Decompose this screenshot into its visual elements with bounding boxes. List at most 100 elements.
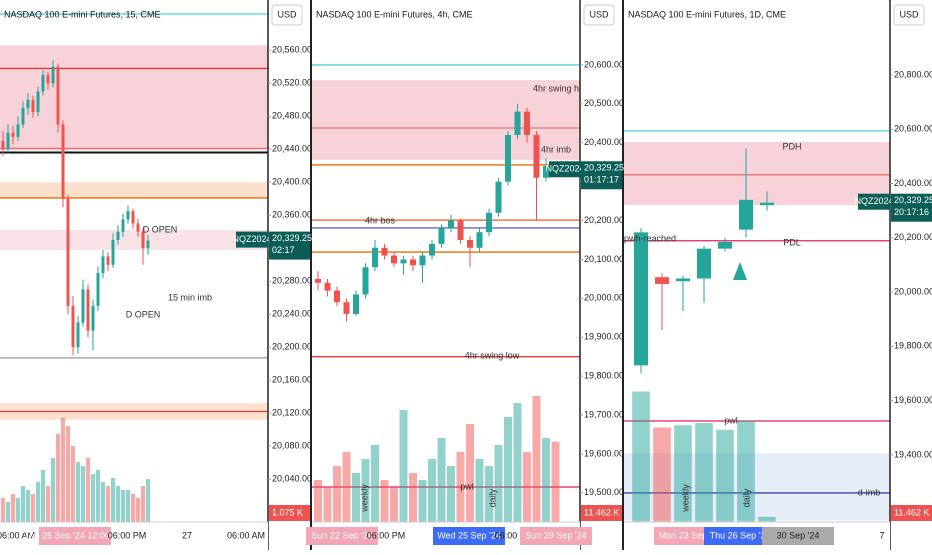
panel-title: NASDAQ 100 E-mini Futures, 15, CME (4, 9, 161, 19)
price-tag (269, 231, 310, 260)
candle-body (429, 243, 435, 256)
candle-body (76, 322, 80, 348)
volume-bar (20, 486, 26, 522)
candle-body (634, 232, 648, 366)
annotation: pwl (460, 481, 474, 491)
volume-bar (135, 498, 141, 522)
annotation: pwh-reached (624, 233, 676, 243)
volume-bar (95, 470, 101, 522)
volume-bar (333, 466, 341, 522)
volume-label: 11.462 K (584, 507, 619, 517)
candle-body (334, 290, 340, 303)
time-label: 7 (879, 530, 884, 540)
volume-bar (532, 396, 541, 522)
zone (0, 45, 268, 151)
candle-body (676, 278, 690, 282)
time-label: 06:00 AM (0, 530, 35, 540)
volume-bar (437, 438, 446, 522)
volume-label: 11.462 K (894, 507, 929, 517)
price-axis (268, 0, 310, 522)
zone (0, 230, 268, 250)
volume-bar (80, 466, 86, 522)
candle-body (16, 124, 20, 137)
volume-bar (140, 486, 146, 522)
annotation: 4hr imb (541, 144, 571, 154)
volume-label: 1.075 K (272, 507, 303, 517)
volume-bar (513, 403, 522, 522)
countdown: 20:17:16 (894, 207, 929, 217)
last-price: 20,329.25 (272, 233, 312, 243)
candle-body (81, 289, 85, 323)
price-label: 20,600.00 (584, 59, 624, 69)
chart-panel: PDH PDL pwh-reached pwl d-imb weekly daily USD N… (624, 0, 932, 550)
candle-body (141, 231, 145, 249)
volume-bar (466, 424, 474, 522)
candle-body (457, 220, 464, 240)
time-label: Sun 29 Sep '24 (525, 530, 586, 540)
volume-bar (0, 498, 6, 522)
candle-body (41, 75, 45, 92)
price-axis (580, 0, 622, 522)
price-label: 20,560.00 (272, 45, 312, 55)
candle-body (91, 305, 95, 331)
candle-body (126, 211, 130, 220)
candle-body (146, 240, 150, 249)
volume-bar (314, 480, 322, 522)
candle-body (6, 132, 10, 150)
time-label: 27 (182, 530, 192, 540)
annotation: daily (487, 488, 497, 507)
price-label: 20,160.00 (272, 375, 312, 385)
volume-bar (475, 459, 484, 522)
price-label: 20,040.00 (272, 473, 312, 483)
candle-body (476, 232, 483, 248)
annotation: daily (741, 488, 751, 507)
volume-bar (632, 391, 650, 522)
triangle-marker (733, 262, 747, 280)
volume-bar (551, 441, 560, 522)
volume-bar (10, 494, 16, 522)
volume-bar (40, 470, 46, 522)
candle-body (467, 239, 473, 248)
price-label: 20,400.00 (894, 178, 932, 188)
candle-body (448, 220, 454, 229)
price-label: 20,100.00 (584, 254, 624, 264)
annotation: 4hr swing high (533, 83, 591, 93)
annotation: PDH (782, 141, 801, 151)
volume-bar (399, 410, 408, 522)
annotation: pwl (724, 415, 738, 425)
volume-bar (65, 426, 71, 522)
volume-bar (695, 423, 713, 522)
time-highlight (433, 527, 505, 545)
volume-bar (737, 420, 755, 522)
volume-bar (758, 516, 776, 522)
volume-bar (5, 502, 11, 522)
time-label: 06:00 PM (367, 530, 406, 540)
time-label: Thu 26 Sep '24 (710, 530, 771, 540)
candle-body (514, 111, 521, 135)
candle-body (324, 282, 331, 291)
annotation: D OPEN (143, 224, 178, 234)
time-label: Wed 25 Sep '24 (437, 530, 501, 540)
volume-tag (269, 505, 310, 521)
price-label: 19,700.00 (584, 409, 624, 419)
annotation: 4hr bos (365, 215, 396, 225)
volume-bar (70, 446, 76, 522)
candle-body (71, 305, 75, 348)
volume-bar (504, 417, 512, 522)
volume-bar (716, 429, 734, 522)
candle-body (739, 199, 753, 230)
currency: USD (277, 9, 297, 19)
volume-bar (15, 498, 21, 522)
price-label: 20,240.00 (272, 309, 312, 319)
volume-bar (674, 425, 692, 522)
price-label: 20,200.00 (894, 232, 932, 242)
volume-bar (323, 487, 332, 522)
candle-body (106, 256, 110, 265)
volume-bar (447, 466, 455, 522)
candle-body (56, 66, 60, 125)
candle-body (419, 255, 426, 266)
time-label: 06:00 PM (108, 530, 147, 540)
price-label: 20,000.00 (584, 293, 624, 303)
candle-body (61, 124, 65, 199)
